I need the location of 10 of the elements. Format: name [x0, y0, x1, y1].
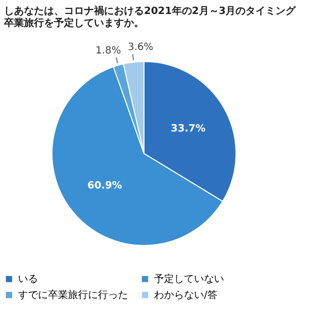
- data-label: 60.9%: [87, 180, 122, 192]
- data-label: 3.6%: [128, 42, 154, 54]
- legend-label: いる: [18, 274, 38, 286]
- legend-label: すでに卒業旅行に行った: [18, 289, 128, 301]
- text: 卒業旅行を予定していますか。: [4, 18, 144, 30]
- legend-label: 予定していない: [154, 273, 224, 286]
- data-label: 33.7%: [170, 124, 206, 135]
- legend-label: わからない/答: [154, 289, 218, 301]
- text: しあなたは、コロナ禍における2021年の2月～3月のタイミング: [4, 6, 296, 18]
- data-label: 1.8%: [96, 46, 121, 57]
